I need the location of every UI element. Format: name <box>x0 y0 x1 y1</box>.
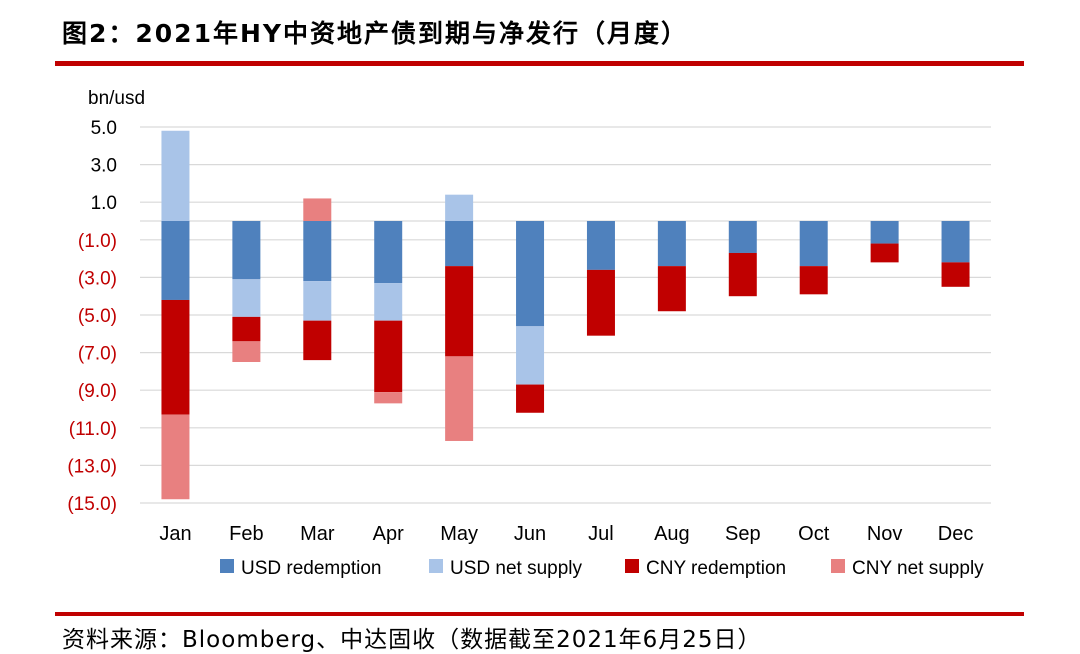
chart-title: 图2：2021年HY中资地产债到期与净发行（月度） <box>62 19 689 48</box>
bar-usd-redemption-jul <box>586 221 615 270</box>
x-tick-label: Aug <box>654 523 690 545</box>
x-tick-label: Nov <box>867 523 903 545</box>
y-tick-label: 1.0 <box>91 193 117 214</box>
x-tick-label: Mar <box>300 523 335 545</box>
x-tick-label: Feb <box>229 523 263 545</box>
x-axis-ticks: Jan Feb Mar Apr May Jun Jul Aug Sep Oct Nov Dec <box>159 523 973 545</box>
y-tick-label: 5.0 <box>91 118 117 139</box>
x-tick-label: Oct <box>798 523 830 545</box>
y-tick-label: (9.0) <box>78 381 117 402</box>
legend-swatch-cny-net-supply <box>831 559 845 573</box>
x-tick-label: Dec <box>938 523 974 545</box>
gridlines <box>140 126 991 504</box>
bar-usd-redemption-may <box>445 221 474 267</box>
bar-usd-net-supply-jun <box>516 326 545 385</box>
x-tick-label: May <box>440 523 478 545</box>
bar-cny-redemption-dec <box>941 262 970 287</box>
y-tick-label: (1.0) <box>78 231 117 252</box>
bar-usd-net-supply-apr <box>374 283 403 321</box>
bar-usd-net-supply-mar <box>303 281 332 321</box>
bar-usd-redemption-sep <box>728 221 757 253</box>
bar-cny-redemption-sep <box>728 252 757 297</box>
bar-cny-redemption-mar <box>303 320 332 361</box>
bar-cny-net-supply-apr <box>374 392 403 404</box>
bar-cny-redemption-nov <box>870 243 899 263</box>
stacked-bar-chart: bn/usd 5.0 3.0 1.0 (1.0) (3.0) (5.0) (7.0) (9.0… <box>67 88 991 579</box>
source-note: 资料来源：Bloomberg、中达固收（数据截至2021年6月25日） <box>62 627 762 653</box>
bar-usd-net-supply-jan <box>161 130 190 221</box>
title-rule <box>55 61 1024 66</box>
legend-swatch-cny-redemption <box>625 559 639 573</box>
bar-cny-redemption-aug <box>657 266 686 312</box>
bar-cny-redemption-oct <box>799 266 828 295</box>
bar-cny-redemption-jun <box>516 384 545 413</box>
bar-cny-net-supply-may <box>445 356 474 441</box>
bar-cny-redemption-apr <box>374 320 403 393</box>
bar-cny-net-supply-mar <box>303 198 332 221</box>
bar-usd-redemption-jun <box>516 221 545 327</box>
bar-usd-net-supply-may <box>445 194 474 221</box>
bar-usd-redemption-jan <box>161 221 190 300</box>
y-axis-ticks: 5.0 3.0 1.0 (1.0) (3.0) (5.0) (7.0) (9.0) (11.0)… <box>67 118 117 515</box>
y-tick-label: (15.0) <box>67 494 117 515</box>
bars <box>161 130 970 500</box>
y-tick-label: 3.0 <box>91 156 117 177</box>
bar-cny-redemption-feb <box>232 316 261 342</box>
legend: USD redemption USD net supply CNY redempti… <box>220 558 984 579</box>
bar-cny-redemption-jul <box>586 269 615 336</box>
x-tick-label: Jul <box>588 523 614 545</box>
footer-rule <box>55 612 1024 616</box>
bar-usd-redemption-aug <box>657 221 686 267</box>
y-tick-label: (13.0) <box>67 456 117 477</box>
y-tick-label: (5.0) <box>78 306 117 327</box>
y-axis-label: bn/usd <box>88 88 145 109</box>
legend-label: CNY redemption <box>646 558 786 579</box>
y-tick-label: (3.0) <box>78 268 117 289</box>
bar-usd-redemption-oct <box>799 221 828 267</box>
bar-cny-redemption-jan <box>161 299 190 415</box>
bar-cny-net-supply-feb <box>232 341 261 362</box>
bar-usd-redemption-apr <box>374 221 403 284</box>
legend-label: USD redemption <box>241 558 381 579</box>
bar-cny-redemption-may <box>445 266 474 357</box>
x-tick-label: Apr <box>373 523 404 545</box>
legend-swatch-usd-redemption <box>220 559 234 573</box>
legend-label: CNY net supply <box>852 558 984 579</box>
x-tick-label: Sep <box>725 523 761 545</box>
x-tick-label: Jan <box>159 523 191 545</box>
legend-swatch-usd-net-supply <box>429 559 443 573</box>
y-tick-label: (11.0) <box>69 419 117 440</box>
bar-usd-redemption-dec <box>941 221 970 263</box>
x-tick-label: Jun <box>514 523 546 545</box>
bar-usd-redemption-mar <box>303 221 332 282</box>
bar-usd-redemption-nov <box>870 221 899 244</box>
y-tick-label: (7.0) <box>78 344 117 365</box>
bar-cny-net-supply-jan <box>161 414 190 500</box>
legend-label: USD net supply <box>450 558 583 579</box>
bar-usd-redemption-feb <box>232 221 261 280</box>
bar-usd-net-supply-feb <box>232 279 261 317</box>
